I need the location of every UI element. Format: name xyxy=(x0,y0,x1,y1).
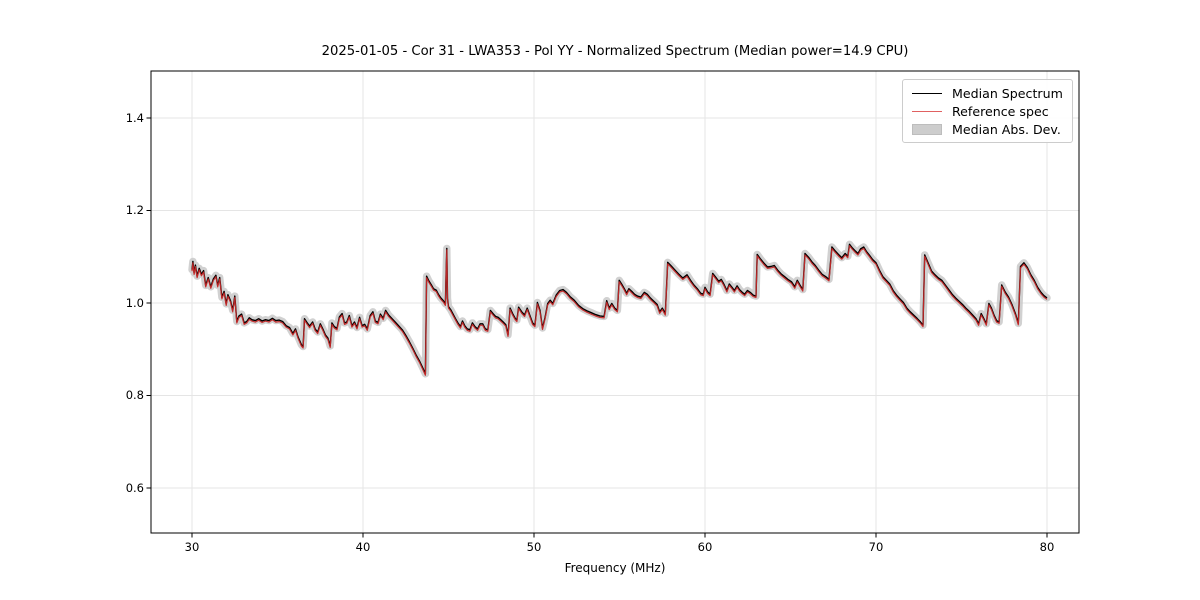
axes-spines xyxy=(150,70,1080,534)
reference-spec-line xyxy=(191,245,1048,376)
x-tick-label-60: 60 xyxy=(697,540,713,554)
legend-entry-median-abs-dev: Median Abs. Dev. xyxy=(912,120,1064,138)
legend-label: Reference spec xyxy=(952,104,1049,119)
x-tick-label-50: 50 xyxy=(526,540,542,554)
y-tick-label-1-4: 1.4 xyxy=(125,111,144,125)
legend-entry-reference-spec: Reference spec xyxy=(912,103,1064,121)
legend-entry-median-spectrum: Median Spectrum xyxy=(912,85,1064,103)
x-tick-label-70: 70 xyxy=(868,540,884,554)
x-tick-label-40: 40 xyxy=(355,540,371,554)
y-tick-label-1-2: 1.2 xyxy=(125,203,144,217)
reference-spec-line-sample xyxy=(912,111,942,112)
median-spectrum-line-sample xyxy=(912,93,942,95)
y-tick-label-1-0: 1.0 xyxy=(125,296,144,310)
x-tick-label-30: 30 xyxy=(184,540,200,554)
mad-patch-sample xyxy=(912,123,942,135)
x-axis-label: Frequency (MHz) xyxy=(564,561,666,575)
mad-band xyxy=(188,240,1051,378)
x-tick-label-80: 80 xyxy=(1039,540,1055,554)
y-tick-label-0-6: 0.6 xyxy=(125,481,144,495)
chart-title: 2025-01-05 - Cor 31 - LWA353 - Pol YY - … xyxy=(321,44,909,59)
legend: Median Spectrum Reference spec Median Ab… xyxy=(902,79,1073,143)
legend-label: Median Spectrum xyxy=(952,86,1063,102)
y-tick-label-0-8: 0.8 xyxy=(125,388,144,402)
legend-label: Median Abs. Dev. xyxy=(952,121,1061,137)
